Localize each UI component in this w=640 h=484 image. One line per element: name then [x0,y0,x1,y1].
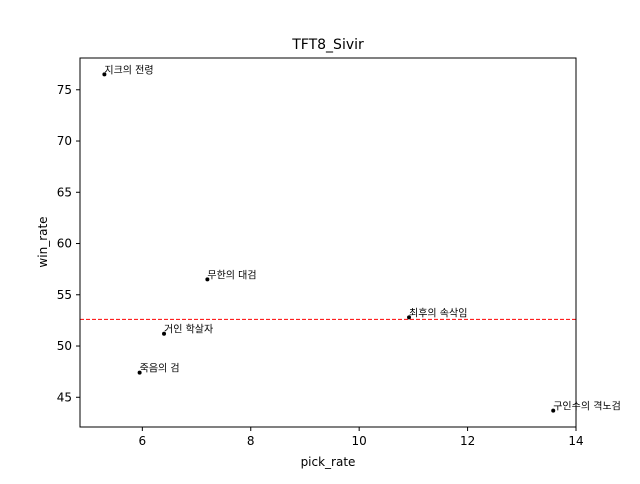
x-tick-label: 6 [139,434,147,448]
x-axis-label: pick_rate [301,455,356,469]
x-tick-label: 14 [568,434,583,448]
y-tick-label: 75 [57,83,72,97]
data-point [551,408,556,413]
x-tick-label: 10 [352,434,367,448]
data-point-label: 최후의 속삭임 [409,306,467,319]
data-point [102,72,107,77]
data-point [407,315,412,320]
data-point-label: 무한의 대검 [207,269,256,281]
y-tick-label: 70 [57,134,72,148]
data-point [205,277,210,282]
plot-frame [79,57,577,428]
x-tick-label: 8 [247,434,255,448]
y-tick-label: 55 [57,288,72,302]
y-tick-label: 65 [57,185,72,199]
data-point-label: 구인수의 격노검 [553,400,621,413]
data-point-label: 거인 학살자 [164,324,213,336]
y-axis-label: win_rate [36,216,50,267]
data-point-label: 죽음의 검 [140,363,180,375]
y-tick-label: 50 [57,339,72,353]
data-point-label: 지크의 전령 [104,64,153,76]
data-point [162,331,167,336]
chart-title: TFT8_Sivir [291,37,364,53]
y-tick-label: 45 [57,390,72,404]
data-point [137,370,142,375]
x-tick-label: 12 [460,434,475,448]
y-tick-label: 60 [57,237,72,251]
